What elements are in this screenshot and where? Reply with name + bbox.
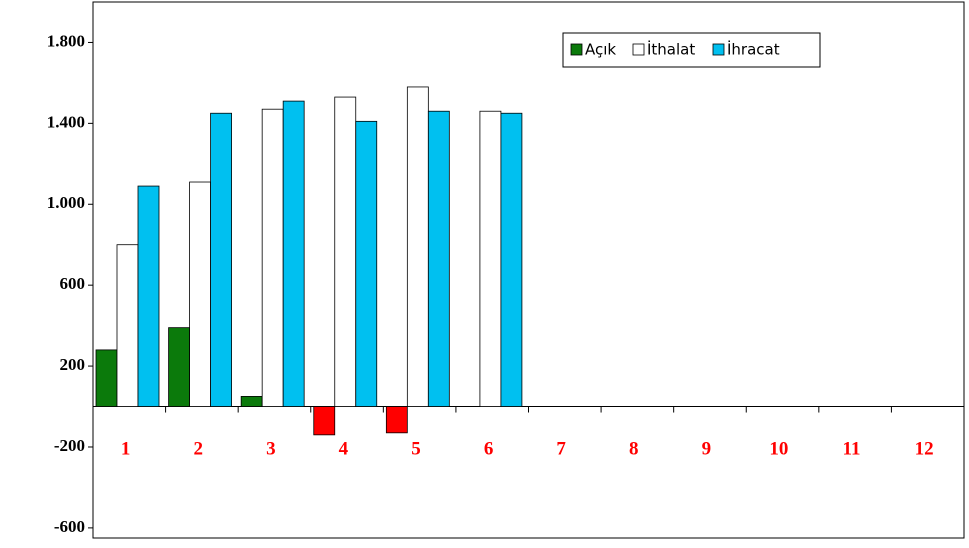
bar [137, 185, 160, 407]
x-tick-label: 12 [915, 438, 934, 459]
bar [240, 396, 263, 407]
x-tick-label: 10 [769, 438, 788, 459]
legend-swatch [570, 43, 583, 56]
bar [385, 406, 408, 434]
legend-label: Açık [585, 41, 616, 59]
legend-label: İhracat [727, 40, 780, 59]
bar [95, 349, 118, 407]
y-tick-label: 1.400 [47, 112, 85, 131]
y-tick-label: 200 [60, 355, 86, 374]
bar [427, 110, 450, 407]
bar [189, 181, 211, 407]
legend-label: İthalat [647, 40, 695, 59]
x-tick-label: 11 [843, 438, 861, 459]
x-tick-label: 6 [484, 438, 494, 459]
bar [116, 244, 139, 407]
legend-box [562, 32, 821, 68]
x-tick-label: 7 [556, 438, 566, 459]
x-tick-label: 4 [339, 438, 349, 459]
bar [479, 110, 502, 407]
legend-swatch [632, 43, 645, 56]
bar [500, 112, 523, 407]
bar [210, 112, 232, 407]
x-tick-label: 2 [193, 438, 203, 459]
y-tick-label: 1.000 [47, 193, 85, 212]
legend-swatch [712, 43, 725, 56]
x-tick-label: 3 [266, 438, 276, 459]
y-tick-label: 600 [60, 274, 86, 293]
bar [313, 406, 336, 436]
y-tick-label: -600 [54, 517, 85, 536]
bar [334, 96, 357, 407]
bar [168, 327, 190, 407]
x-tick-label: 8 [629, 438, 639, 459]
x-tick-label: 1 [121, 438, 131, 459]
plot-area [92, 1, 965, 539]
bar [282, 100, 305, 407]
bar [261, 108, 284, 407]
bar [355, 120, 378, 407]
x-tick-label: 9 [702, 438, 712, 459]
y-tick-label: -200 [54, 436, 85, 455]
bar [406, 86, 429, 407]
y-tick-label: 1.800 [47, 31, 85, 50]
x-tick-label: 5 [411, 438, 421, 459]
